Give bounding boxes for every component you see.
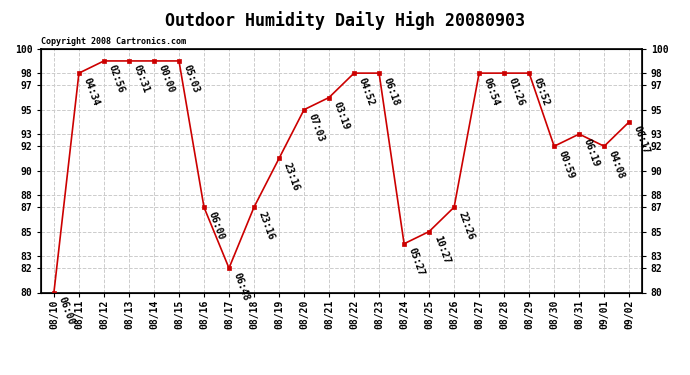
Text: 06:18: 06:18 [382, 76, 402, 107]
Text: 00:59: 00:59 [557, 149, 576, 180]
Text: 10:27: 10:27 [432, 234, 451, 266]
Text: 23:16: 23:16 [257, 210, 276, 241]
Text: 22:26: 22:26 [457, 210, 476, 241]
Text: 03:19: 03:19 [332, 100, 351, 131]
Text: 00:00: 00:00 [157, 64, 176, 95]
Text: 05:52: 05:52 [532, 76, 551, 107]
Text: Outdoor Humidity Daily High 20080903: Outdoor Humidity Daily High 20080903 [165, 11, 525, 30]
Text: 06:00: 06:00 [207, 210, 226, 241]
Text: 06:54: 06:54 [482, 76, 502, 107]
Text: 23:16: 23:16 [282, 161, 302, 192]
Text: 06:19: 06:19 [582, 137, 602, 168]
Text: 02:56: 02:56 [107, 64, 126, 95]
Text: 04:52: 04:52 [357, 76, 376, 107]
Text: Copyright 2008 Cartronics.com: Copyright 2008 Cartronics.com [41, 38, 186, 46]
Text: 07:03: 07:03 [307, 112, 326, 144]
Text: 06:00: 06:00 [57, 295, 76, 326]
Text: 06:48: 06:48 [232, 271, 251, 302]
Text: 06:17: 06:17 [632, 124, 651, 156]
Text: 05:27: 05:27 [407, 246, 426, 278]
Text: 04:08: 04:08 [607, 149, 627, 180]
Text: 05:31: 05:31 [132, 64, 151, 95]
Text: 05:03: 05:03 [181, 64, 201, 95]
Text: 01:26: 01:26 [507, 76, 526, 107]
Text: 04:34: 04:34 [81, 76, 101, 107]
